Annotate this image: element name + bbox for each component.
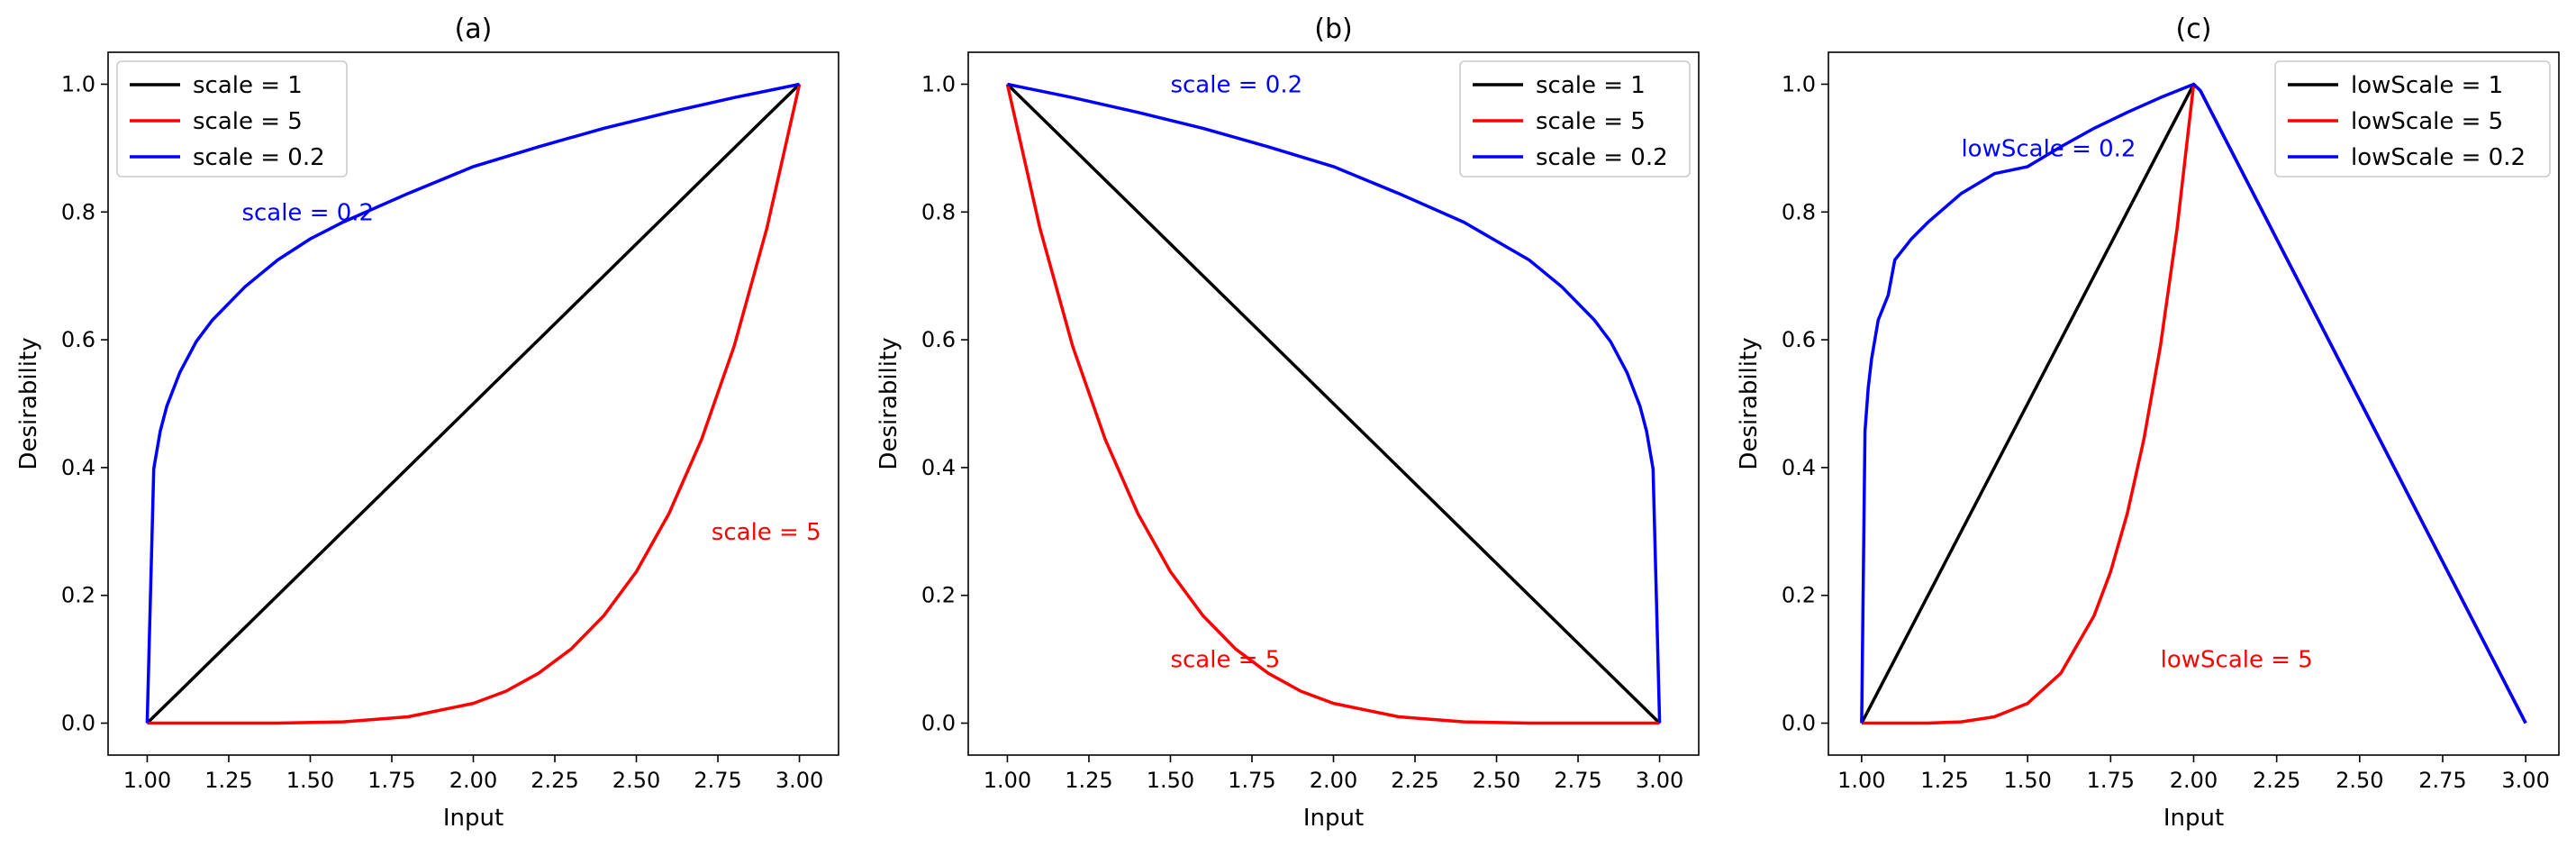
- legend-entry-0: scale = 1: [1536, 72, 1646, 99]
- legend-box: [116, 60, 348, 178]
- chart-panel-1: (b) 1.00 1.25 1.50 1.75 2.00 2.25 2.50 2.75 3.00 0…: [875, 14, 1700, 832]
- x-tick-label: 2.75: [694, 768, 741, 793]
- legend-entry-1: lowScale = 5: [2351, 108, 2503, 135]
- y-tick-label: 0.8: [61, 199, 95, 224]
- x-tick-label: 2.00: [1310, 768, 1357, 793]
- chart-title: (c): [2176, 14, 2212, 45]
- annotation-label: lowScale = 5: [2161, 647, 2313, 674]
- series-line-2: [145, 82, 800, 724]
- x-tick-label: 1.75: [367, 768, 415, 793]
- x-tick-label: 1.00: [123, 768, 171, 793]
- x-tick-label: 2.25: [2253, 768, 2300, 793]
- x-tick-label: 1.50: [286, 768, 334, 793]
- y-tick-label: 0.2: [61, 583, 95, 608]
- x-tick-label: 1.75: [2087, 768, 2135, 793]
- series-line-0: [1860, 82, 2527, 724]
- series-line-1: [1005, 84, 1660, 725]
- chart-panel-2: (c) 1.00 1.25 1.50 1.75 2.00 2.25 2.50 2.75 3.00 0…: [1736, 14, 2560, 832]
- legend-entry-1: scale = 5: [193, 108, 303, 135]
- y-tick-label: 0.4: [1782, 455, 1816, 480]
- y-tick-label: 0.6: [921, 327, 956, 352]
- x-tick-label: 3.00: [776, 768, 823, 793]
- legend: scale = 1 scale = 5 scale = 0.2: [116, 60, 348, 178]
- y-tick-label: 0.6: [1782, 327, 1816, 352]
- x-tick-label: 1.50: [2003, 768, 2051, 793]
- x-tick-label: 3.00: [1636, 768, 1683, 793]
- x-tick-label: 3.00: [2501, 768, 2549, 793]
- legend-entry-0: lowScale = 1: [2351, 72, 2503, 99]
- x-tick-label: 1.25: [1065, 768, 1112, 793]
- x-axis-label: Input: [443, 805, 503, 832]
- x-tick-label: 2.50: [1473, 768, 1520, 793]
- x-tick-label: 2.00: [449, 768, 497, 793]
- series-line-1: [147, 84, 802, 725]
- x-tick-label: 1.00: [984, 768, 1031, 793]
- series-line-0: [1006, 83, 1661, 724]
- y-tick-label: 1.0: [921, 71, 956, 96]
- annotation-label: scale = 0.2: [1170, 71, 1302, 98]
- y-tick-label: 0.0: [1782, 711, 1816, 736]
- x-tick-label: 1.00: [1837, 768, 1885, 793]
- chart-title: (a): [455, 14, 493, 45]
- x-axis-label: Input: [2163, 805, 2224, 832]
- y-tick-label: 1.0: [61, 71, 95, 96]
- annotation-label: scale = 5: [1170, 647, 1280, 674]
- legend-entry-2: lowScale = 0.2: [2351, 144, 2526, 171]
- annotation-label: scale = 5: [712, 519, 821, 546]
- series-line-2: [1860, 82, 2527, 724]
- series-line-1: [1861, 82, 2527, 725]
- legend-entry-2: scale = 0.2: [193, 144, 325, 171]
- y-tick-label: 0.4: [921, 455, 956, 480]
- annotation-label: lowScale = 0.2: [1961, 135, 2136, 162]
- series-line-0: [146, 83, 801, 724]
- legend: lowScale = 1 lowScale = 5 lowScale = 0.2: [2274, 60, 2551, 178]
- x-tick-label: 2.00: [2170, 768, 2218, 793]
- y-tick-label: 0.8: [921, 199, 956, 224]
- y-tick-label: 1.0: [1782, 71, 1816, 96]
- x-axis-label: Input: [1303, 805, 1364, 832]
- annotation-label: scale = 0.2: [241, 199, 374, 226]
- series-line-2: [1007, 82, 1662, 724]
- legend-entry-1: scale = 5: [1536, 108, 1646, 135]
- x-tick-label: 1.25: [1920, 768, 1968, 793]
- legend-box: [1459, 60, 1691, 178]
- x-tick-label: 2.25: [1391, 768, 1438, 793]
- legend: scale = 1 scale = 5 scale = 0.2: [1459, 60, 1691, 178]
- legend-box: [2274, 60, 2551, 178]
- y-tick-label: 0.4: [61, 455, 95, 480]
- x-tick-label: 1.75: [1228, 768, 1275, 793]
- legend-entry-0: scale = 1: [193, 72, 303, 99]
- y-axis-label: Desirability: [15, 337, 42, 469]
- chart-panel-0: (a) 1.00 1.25 1.50 1.75 2.00 2.25 2.50 2.75 3.00 0…: [15, 14, 839, 832]
- y-tick-label: 0.0: [61, 711, 95, 736]
- x-tick-label: 2.50: [2336, 768, 2383, 793]
- y-axis-label: Desirability: [1736, 337, 1763, 469]
- y-tick-label: 0.2: [921, 583, 956, 608]
- x-tick-label: 2.75: [2418, 768, 2466, 793]
- chart-title: (b): [1314, 14, 1352, 45]
- x-tick-label: 2.75: [1554, 768, 1601, 793]
- y-tick-label: 0.0: [921, 711, 956, 736]
- y-tick-label: 0.6: [61, 327, 95, 352]
- legend-entry-2: scale = 0.2: [1536, 144, 1668, 171]
- x-tick-label: 2.25: [531, 768, 578, 793]
- y-axis-label: Desirability: [875, 337, 903, 469]
- y-tick-label: 0.2: [1782, 583, 1816, 608]
- x-tick-label: 1.25: [204, 768, 252, 793]
- y-tick-label: 0.8: [1782, 199, 1816, 224]
- x-tick-label: 2.50: [612, 768, 660, 793]
- x-tick-label: 1.50: [1147, 768, 1194, 793]
